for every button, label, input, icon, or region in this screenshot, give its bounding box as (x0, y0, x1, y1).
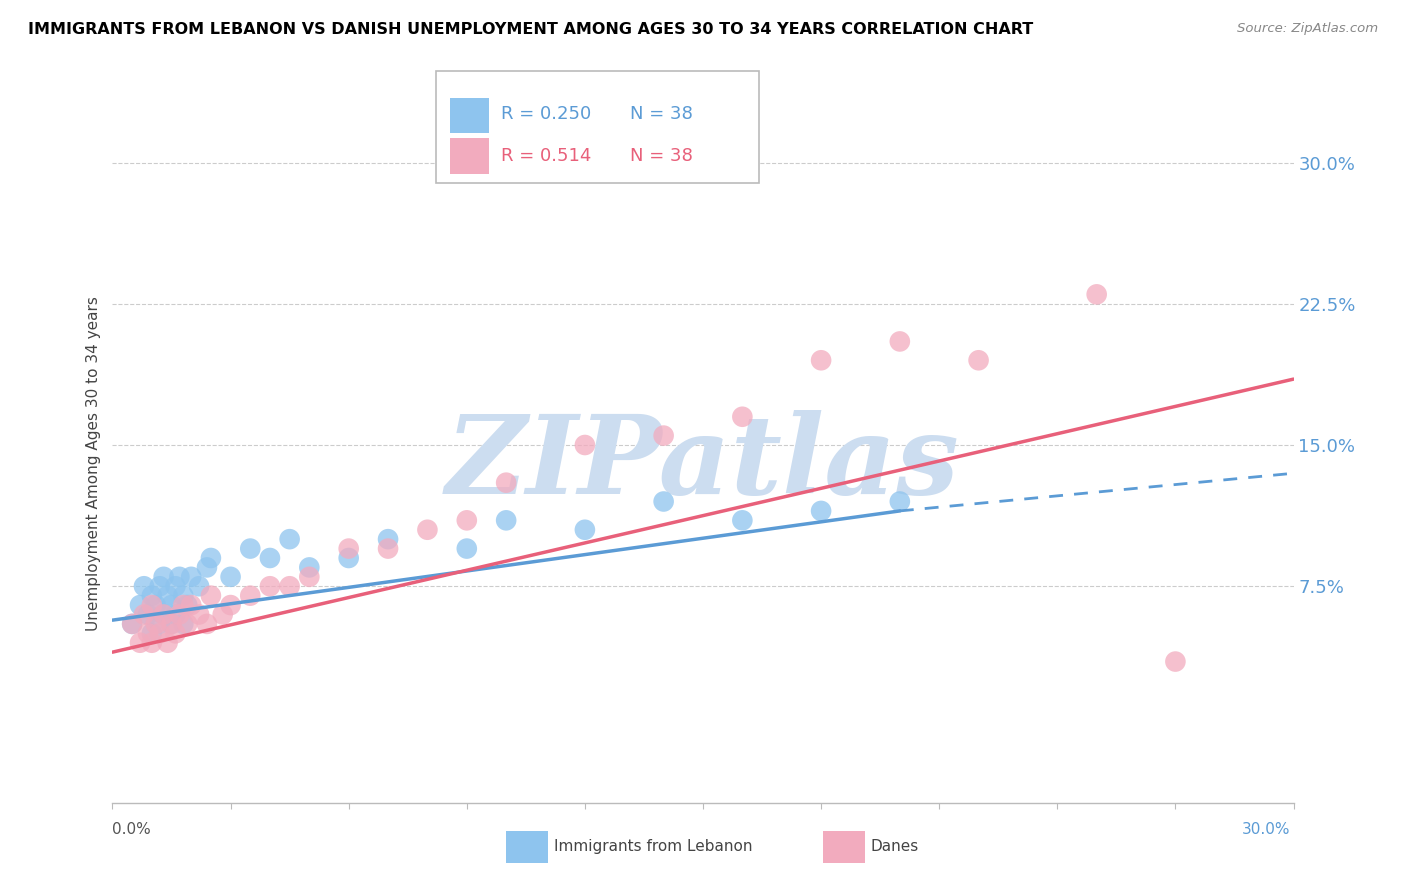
Text: Source: ZipAtlas.com: Source: ZipAtlas.com (1237, 22, 1378, 36)
Text: ZIPatlas: ZIPatlas (446, 410, 960, 517)
Text: IMMIGRANTS FROM LEBANON VS DANISH UNEMPLOYMENT AMONG AGES 30 TO 34 YEARS CORRELA: IMMIGRANTS FROM LEBANON VS DANISH UNEMPL… (28, 22, 1033, 37)
Point (456, 541, 478, 556)
Text: Immigrants from Lebanon: Immigrants from Lebanon (554, 839, 752, 854)
Point (574, 438, 596, 452)
Point (200, 551, 222, 566)
Point (416, 523, 439, 537)
Text: Danes: Danes (870, 839, 918, 854)
Text: R = 0.250: R = 0.250 (501, 104, 591, 123)
Point (652, 428, 675, 442)
Point (298, 560, 321, 574)
Point (188, 607, 211, 622)
Point (132, 579, 155, 593)
Point (239, 589, 262, 603)
Point (377, 532, 399, 546)
Point (129, 598, 152, 612)
Point (160, 598, 183, 612)
Point (141, 598, 163, 612)
Point (731, 513, 754, 527)
Point (136, 607, 159, 622)
Point (141, 589, 163, 603)
Point (156, 589, 179, 603)
Point (810, 353, 832, 368)
Point (180, 570, 202, 584)
Point (165, 626, 187, 640)
Point (136, 626, 159, 640)
Point (456, 513, 478, 527)
Point (278, 532, 301, 546)
Point (165, 607, 187, 622)
Point (219, 570, 242, 584)
Point (1164, 655, 1187, 669)
Point (377, 541, 399, 556)
Point (1085, 287, 1108, 301)
Point (810, 504, 832, 518)
Text: N = 38: N = 38 (630, 104, 693, 123)
Text: R = 0.514: R = 0.514 (501, 147, 591, 165)
Point (195, 560, 218, 574)
Point (239, 541, 262, 556)
Point (495, 513, 517, 527)
Point (132, 607, 155, 622)
Point (298, 570, 321, 584)
Point (176, 616, 198, 631)
Point (160, 616, 183, 631)
Point (889, 334, 911, 349)
Point (152, 570, 174, 584)
Point (152, 607, 174, 622)
Point (149, 626, 172, 640)
Point (211, 607, 233, 622)
Point (172, 589, 194, 603)
Point (200, 589, 222, 603)
Point (141, 636, 163, 650)
Point (495, 475, 517, 490)
Point (219, 598, 242, 612)
Point (160, 616, 183, 631)
Point (731, 409, 754, 424)
Point (165, 579, 187, 593)
Point (156, 636, 179, 650)
Point (176, 598, 198, 612)
Point (141, 626, 163, 640)
Point (180, 598, 202, 612)
Point (145, 616, 167, 631)
Point (337, 551, 360, 566)
Point (149, 616, 172, 631)
Point (259, 551, 281, 566)
Point (172, 598, 194, 612)
Text: 30.0%: 30.0% (1243, 822, 1291, 837)
Point (129, 636, 152, 650)
Text: 0.0%: 0.0% (112, 822, 152, 837)
Point (169, 607, 191, 622)
Point (278, 579, 301, 593)
Y-axis label: Unemployment Among Ages 30 to 34 years: Unemployment Among Ages 30 to 34 years (86, 296, 101, 632)
Point (259, 579, 281, 593)
Point (149, 579, 172, 593)
Point (145, 598, 167, 612)
Point (152, 607, 174, 622)
Point (652, 494, 675, 508)
Point (121, 616, 143, 631)
Point (172, 616, 194, 631)
Point (188, 579, 211, 593)
Point (121, 616, 143, 631)
Point (574, 523, 596, 537)
Point (195, 616, 218, 631)
Point (889, 494, 911, 508)
Point (337, 541, 360, 556)
Text: N = 38: N = 38 (630, 147, 693, 165)
Point (967, 353, 990, 368)
Point (169, 570, 191, 584)
